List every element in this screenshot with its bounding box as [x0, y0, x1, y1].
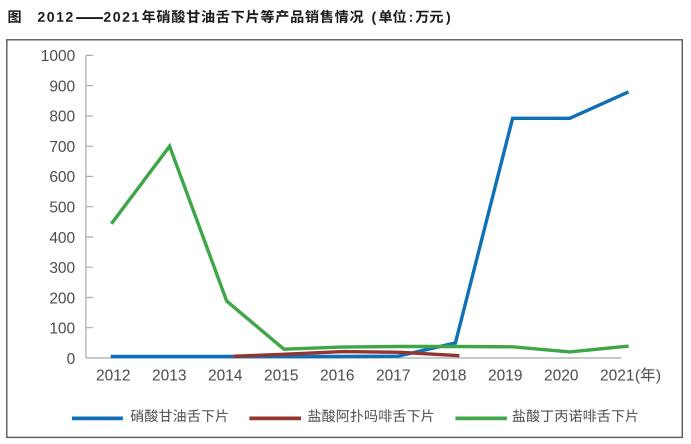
svg-text:2015: 2015	[264, 367, 298, 384]
svg-text:300: 300	[49, 260, 75, 277]
svg-text:700: 700	[49, 139, 75, 156]
svg-text:2012: 2012	[96, 367, 130, 384]
svg-text:500: 500	[49, 200, 75, 217]
svg-text:0: 0	[67, 351, 76, 368]
svg-text:2014: 2014	[208, 367, 243, 384]
svg-text:600: 600	[49, 169, 75, 186]
svg-text:2021: 2021	[600, 367, 634, 384]
svg-text:100: 100	[49, 321, 75, 338]
svg-text:1000: 1000	[41, 48, 76, 65]
svg-text:2018: 2018	[432, 367, 466, 384]
svg-text:2016: 2016	[320, 367, 354, 384]
svg-text:2013: 2013	[152, 367, 186, 384]
svg-text:400: 400	[49, 230, 75, 247]
svg-text:900: 900	[49, 79, 75, 96]
svg-text:2020: 2020	[544, 367, 579, 384]
svg-text:200: 200	[49, 290, 75, 307]
svg-text:2017: 2017	[376, 367, 410, 384]
svg-text:800: 800	[49, 109, 75, 126]
svg-text:2019: 2019	[488, 367, 522, 384]
